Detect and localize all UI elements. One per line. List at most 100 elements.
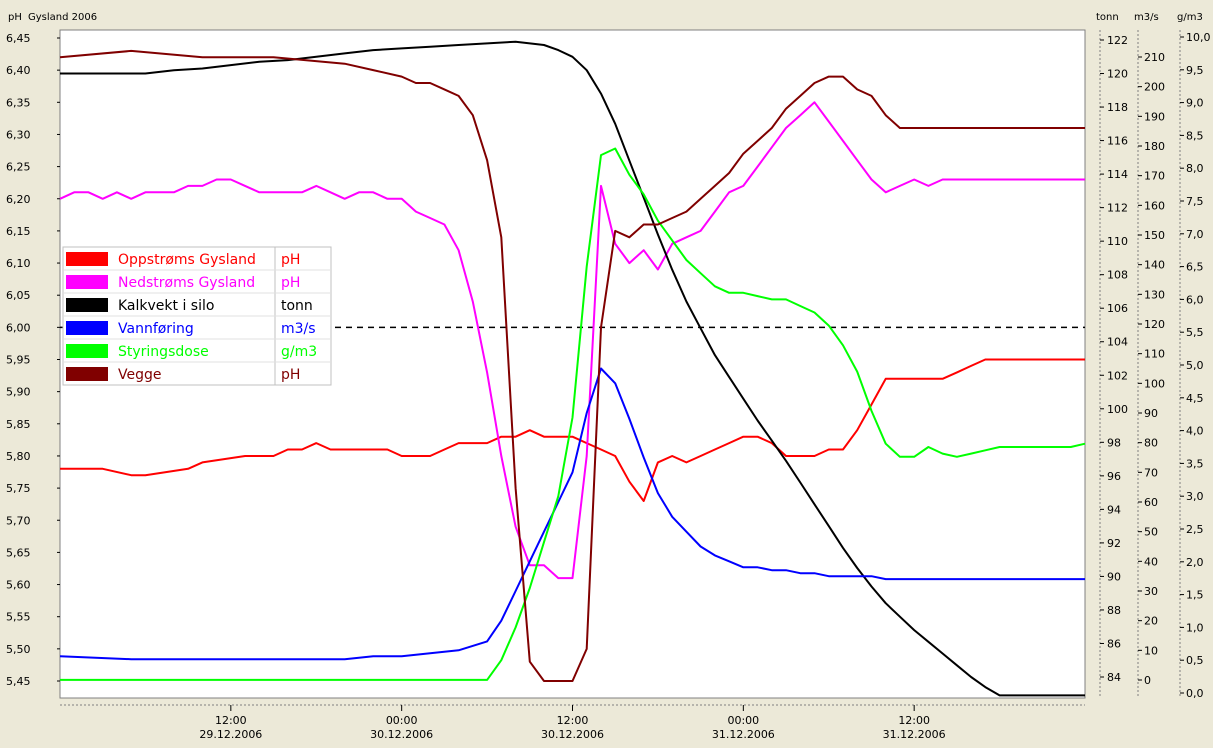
ph-tick-label: 6,35 xyxy=(6,96,31,109)
tonn-tick-label: 96 xyxy=(1107,470,1121,483)
m3s-tick-label: 110 xyxy=(1144,348,1165,361)
legend-swatch xyxy=(66,298,108,312)
legend-series-unit: pH xyxy=(281,367,300,383)
m3s-tick-label: 90 xyxy=(1144,407,1158,420)
legend-swatch xyxy=(66,252,108,266)
series-line-6 xyxy=(59,49,1085,682)
ph-tick-label: 5,65 xyxy=(6,546,31,559)
tonn-tick-label: 94 xyxy=(1107,503,1121,516)
tonn-axis-label: tonn xyxy=(1096,12,1119,23)
gm3-tick-label: 0,0 xyxy=(1186,687,1204,700)
gm3-tick-label: 1,0 xyxy=(1186,621,1204,634)
m3s-tick-label: 140 xyxy=(1144,259,1165,272)
m3s-tick-label: 60 xyxy=(1144,496,1158,509)
tonn-tick-label: 118 xyxy=(1107,101,1128,114)
tonn-tick-label: 102 xyxy=(1107,369,1128,382)
gm3-tick-label: 8,5 xyxy=(1186,129,1204,142)
ph-axis-label: pH xyxy=(8,12,22,23)
ph-tick-label: 6,45 xyxy=(6,32,31,45)
m3s-tick-label: 180 xyxy=(1144,140,1165,153)
ph-tick-label: 6,10 xyxy=(6,257,31,270)
x-tick-time: 00:00 xyxy=(386,714,418,727)
legend-series-unit: g/m3 xyxy=(281,344,317,360)
legend-series-name: Nedstrøms Gysland xyxy=(118,275,255,291)
legend: Oppstrøms Gysland pH Nedstrøms Gysland pH Ka… xyxy=(62,246,332,386)
legend-series-name: Vegge xyxy=(118,367,162,383)
m3s-tick-label: 40 xyxy=(1144,555,1158,568)
m3s-tick-label: 20 xyxy=(1144,615,1158,628)
gm3-tick-label: 7,0 xyxy=(1186,228,1204,241)
x-tick-date: 30.12.2006 xyxy=(541,728,604,741)
tonn-tick-label: 84 xyxy=(1107,671,1121,684)
m3s-axis-label: m3/s xyxy=(1134,12,1159,23)
ph-tick-label: 5,50 xyxy=(6,643,31,656)
legend-series-unit: tonn xyxy=(281,298,313,314)
gm3-tick-label: 6,0 xyxy=(1186,293,1204,306)
axes-layer: 6,456,406,356,306,256,206,156,106,056,00… xyxy=(6,12,1211,741)
tonn-tick-label: 104 xyxy=(1107,336,1128,349)
tonn-tick-label: 114 xyxy=(1107,168,1128,181)
ph-tick-label: 6,15 xyxy=(6,225,31,238)
gm3-tick-label: 10,0 xyxy=(1186,31,1211,44)
tonn-tick-label: 100 xyxy=(1107,403,1128,416)
ph-tick-label: 5,90 xyxy=(6,386,31,399)
tonn-tick-label: 88 xyxy=(1107,604,1121,617)
legend-series-unit: m3/s xyxy=(281,321,316,337)
series-line-5 xyxy=(60,147,1086,681)
x-tick-time: 00:00 xyxy=(727,714,759,727)
m3s-tick-label: 150 xyxy=(1144,229,1165,242)
m3s-tick-label: 160 xyxy=(1144,199,1165,212)
m3s-tick-label: 210 xyxy=(1144,51,1165,64)
ph-tick-label: 6,30 xyxy=(6,128,31,141)
gm3-tick-label: 1,5 xyxy=(1186,589,1204,602)
m3s-tick-label: 190 xyxy=(1144,110,1165,123)
gm3-tick-label: 9,5 xyxy=(1186,64,1204,77)
tonn-tick-label: 98 xyxy=(1107,436,1121,449)
x-tick-time: 12:00 xyxy=(898,714,930,727)
series-line-4 xyxy=(59,367,1085,661)
m3s-tick-label: 30 xyxy=(1144,585,1158,598)
series-line-3 xyxy=(60,40,1085,697)
x-tick-time: 12:00 xyxy=(557,714,589,727)
m3s-tick-label: 50 xyxy=(1144,526,1158,539)
ph-tick-label: 6,05 xyxy=(6,289,31,302)
tonn-tick-label: 122 xyxy=(1107,34,1128,47)
gm3-tick-label: 3,0 xyxy=(1186,490,1204,503)
gm3-tick-label: 2,0 xyxy=(1186,556,1204,569)
m3s-tick-label: 100 xyxy=(1144,377,1165,390)
m3s-tick-label: 170 xyxy=(1144,170,1165,183)
legend-swatch xyxy=(66,275,108,289)
legend-series-unit: pH xyxy=(281,252,300,268)
ph-tick-label: 5,95 xyxy=(6,354,31,367)
m3s-tick-label: 70 xyxy=(1144,466,1158,479)
m3s-tick-label: 130 xyxy=(1144,288,1165,301)
gm3-tick-label: 6,5 xyxy=(1186,261,1204,274)
tonn-tick-label: 90 xyxy=(1107,570,1121,583)
ph-tick-label: 5,60 xyxy=(6,579,31,592)
ph-tick-label: 5,70 xyxy=(6,514,31,527)
legend-series-name: Kalkvekt i silo xyxy=(118,298,214,314)
m3s-tick-label: 0 xyxy=(1144,674,1151,687)
ph-tick-label: 6,00 xyxy=(6,321,31,334)
ph-tick-label: 5,80 xyxy=(6,450,31,463)
gm3-tick-label: 5,0 xyxy=(1186,359,1204,372)
tonn-tick-label: 120 xyxy=(1107,68,1128,81)
legend-series-name: Styringsdose xyxy=(118,344,209,360)
chart-title: Gysland 2006 xyxy=(28,12,97,23)
ph-tick-label: 6,40 xyxy=(6,64,31,77)
ph-tick-label: 5,75 xyxy=(6,482,31,495)
legend-series-name: Oppstrøms Gysland xyxy=(118,252,256,268)
gm3-tick-label: 4,0 xyxy=(1186,425,1204,438)
ph-tick-label: 5,45 xyxy=(6,675,31,688)
ph-tick-label: 6,25 xyxy=(6,161,31,174)
gm3-axis-label: g/m3 xyxy=(1177,12,1203,23)
ph-tick-label: 5,85 xyxy=(6,418,31,431)
gm3-tick-label: 2,5 xyxy=(1186,523,1204,536)
tonn-tick-label: 106 xyxy=(1107,302,1128,315)
x-tick-date: 30.12.2006 xyxy=(370,728,433,741)
gm3-tick-label: 7,5 xyxy=(1186,195,1204,208)
series-line-2 xyxy=(59,101,1085,580)
m3s-tick-label: 80 xyxy=(1144,437,1158,450)
x-tick-date: 29.12.2006 xyxy=(199,728,262,741)
series-line-1 xyxy=(60,358,1085,502)
